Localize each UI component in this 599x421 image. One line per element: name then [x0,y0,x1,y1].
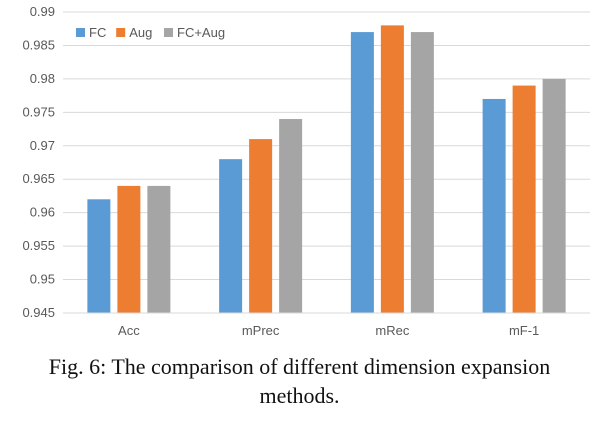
bar-aug-mrec [380,25,404,313]
bar-fc-aug-mrec [410,32,434,314]
y-tick-label: 0.96 [30,205,55,220]
bar-aug-mf-1 [512,85,536,313]
x-category-label: Acc [118,323,140,338]
figure-caption: Fig. 6: The comparison of different dime… [0,352,599,410]
legend-swatch [76,28,85,37]
bar-chart: 0.945 0.95 0.955 0.96 0.965 0.97 0.975 0.98 0.98… [22,4,590,338]
bars [87,25,566,314]
bar-aug-acc [117,185,141,313]
bar-fc-mrec [350,32,374,314]
legend-label: FC+Aug [177,25,225,40]
y-tick-label: 0.965 [22,171,55,186]
x-category-label: mPrec [242,323,280,338]
y-tick-label: 0.99 [30,4,55,19]
bar-fc-mprec [219,159,243,313]
legend-label: Aug [129,25,152,40]
y-tick-label: 0.945 [22,305,55,320]
x-category-label: mF-1 [509,323,539,338]
legend: FC Aug FC+Aug [76,25,225,40]
legend-label: FC [89,25,106,40]
bar-fc-mf-1 [482,98,506,313]
y-tick-label: 0.975 [22,104,55,119]
bar-fc-aug-acc [147,185,171,313]
y-tick-label: 0.985 [22,37,55,52]
y-tick-label: 0.98 [30,71,55,86]
caption-line-1: Fig. 6: The comparison of different dime… [48,354,551,379]
x-category-label: mRec [375,323,409,338]
legend-swatch [164,28,173,37]
y-axis-tick-labels: 0.945 0.95 0.955 0.96 0.965 0.97 0.975 0.98 0.98… [22,4,55,320]
legend-swatch [116,28,126,37]
y-tick-label: 0.97 [30,138,55,153]
bar-fc-acc [87,199,111,313]
gridlines [63,11,590,281]
bar-aug-mprec [249,139,273,313]
y-tick-label: 0.95 [30,272,55,287]
x-axis-category-labels: Acc mPrec mRec mF-1 [118,323,539,338]
caption-line-2: methods. [259,383,340,408]
bar-fc-aug-mprec [279,119,303,314]
bar-fc-aug-mf-1 [542,78,566,313]
y-tick-label: 0.955 [22,238,55,253]
